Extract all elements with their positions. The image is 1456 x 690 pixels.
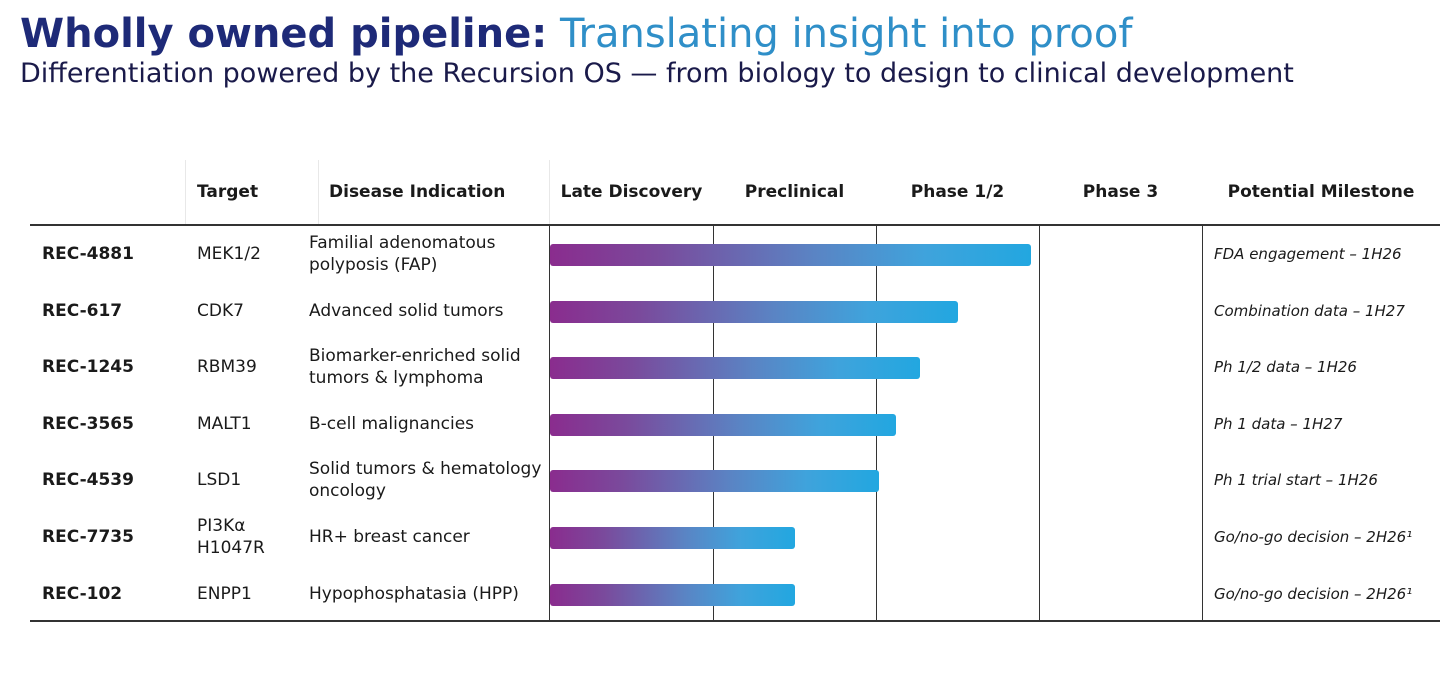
- table-bottom-rule: [30, 620, 1440, 622]
- column-header-late-discovery: Late Discovery: [560, 182, 703, 202]
- pipeline-row: REC-7735 PI3Kα H1047R HR+ breast cancer Go/…: [0, 509, 1456, 565]
- title-bold-part: Wholly owned pipeline:: [20, 11, 548, 57]
- title-light-part: Translating insight into proof: [559, 11, 1133, 57]
- target-name: ENPP1: [197, 583, 252, 604]
- column-header-indication: Disease Indication: [329, 182, 506, 202]
- header-separator: [549, 160, 550, 224]
- pipeline-row: REC-3565 MALT1 B-cell malignancies Ph 1 dat…: [0, 396, 1456, 452]
- column-header-preclinical: Preclinical: [744, 182, 845, 202]
- progress-bar: [550, 583, 795, 606]
- disease-indication: Hypophosphatasia (HPP): [309, 583, 519, 604]
- target-name: MALT1: [197, 413, 252, 434]
- target-name: RBM39: [197, 357, 257, 378]
- program-name: REC-1245: [42, 357, 134, 378]
- potential-milestone: FDA engagement – 1H26: [1214, 245, 1402, 263]
- disease-indication: Biomarker-enriched solid tumors & lympho…: [309, 346, 521, 389]
- disease-indication: HR+ breast cancer: [309, 527, 470, 547]
- pipeline-row: REC-617 CDK7 Advanced solid tumors Combinat…: [0, 283, 1456, 339]
- potential-milestone: Ph 1 data – 1H27: [1214, 414, 1343, 433]
- header-separator: [318, 160, 319, 224]
- header-separator: [185, 160, 186, 224]
- stage-gridline: [1202, 226, 1203, 620]
- target-name: LSD1: [197, 470, 242, 491]
- column-header-target: Target: [197, 182, 259, 202]
- progress-bar: [550, 244, 1031, 266]
- potential-milestone: Go/no-go decision – 2H26¹: [1214, 528, 1413, 546]
- pipeline-row: REC-4539 LSD1 Solid tumors & hematology on…: [0, 452, 1456, 508]
- program-name: REC-102: [42, 583, 123, 604]
- page-subtitle: Differentiation powered by the Recursion…: [20, 58, 1294, 89]
- target-name: MEK1/2: [197, 244, 261, 264]
- pipeline-row: REC-102 ENPP1 Hypophosphatasia (HPP) Go/no-…: [0, 566, 1456, 622]
- table-top-rule: [30, 224, 1440, 226]
- progress-bar: [550, 357, 920, 380]
- pipeline-row: REC-4881 MEK1/2 Familial adenomatous polyp…: [0, 226, 1456, 282]
- stage-gridline: [549, 226, 550, 620]
- progress-bar: [550, 413, 896, 436]
- program-name: REC-7735: [42, 527, 134, 547]
- column-header-phase3: Phase 3: [1082, 182, 1159, 202]
- disease-indication: Advanced solid tumors: [309, 300, 504, 321]
- column-header-milestone: Potential Milestone: [1227, 182, 1415, 202]
- disease-indication: Familial adenomatous polyposis (FAP): [309, 233, 496, 275]
- program-name: REC-4881: [42, 244, 134, 264]
- stage-gridline: [1039, 226, 1040, 620]
- disease-indication: Solid tumors & hematology oncology: [309, 459, 542, 502]
- program-name: REC-617: [42, 300, 123, 321]
- column-header-phase12: Phase 1/2: [910, 182, 1005, 202]
- potential-milestone: Go/no-go decision – 2H26¹: [1214, 584, 1413, 603]
- program-name: REC-4539: [42, 470, 134, 491]
- pipeline-row: REC-1245 RBM39 Biomarker-enriched solid tu…: [0, 339, 1456, 395]
- potential-milestone: Combination data – 1H27: [1214, 301, 1405, 320]
- potential-milestone: Ph 1 trial start – 1H26: [1214, 471, 1378, 490]
- page-title: Wholly owned pipeline: Translating insig…: [20, 8, 1132, 60]
- program-name: REC-3565: [42, 413, 134, 434]
- target-name: PI3Kα H1047R: [197, 516, 265, 558]
- target-name: CDK7: [197, 300, 244, 321]
- progress-bar: [550, 527, 795, 549]
- potential-milestone: Ph 1/2 data – 1H26: [1214, 358, 1357, 377]
- disease-indication: B-cell malignancies: [309, 413, 475, 434]
- progress-bar: [550, 470, 880, 493]
- progress-bar: [550, 300, 958, 323]
